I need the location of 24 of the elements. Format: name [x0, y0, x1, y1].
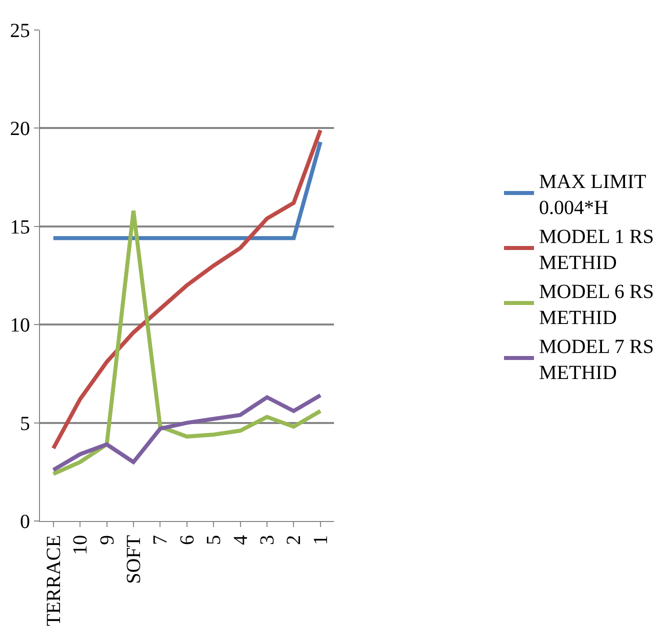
line-series [51, 128, 322, 450]
x-tick-label: 4 [230, 535, 252, 545]
x-tick-label: 9 [96, 535, 118, 545]
x-tick-label: 10 [70, 535, 92, 555]
legend-label: MODEL 6 RS METHID [539, 280, 654, 329]
x-tick-label: 2 [283, 535, 306, 545]
x-tick-label: 3 [256, 535, 278, 545]
y-tick-label: 20 [10, 118, 30, 140]
line-series [51, 208, 322, 476]
legend-label: MODEL 7 RS METHID [539, 336, 654, 384]
line-series [51, 393, 322, 472]
y-tick-label: 10 [10, 314, 30, 337]
x-tick-label: 6 [176, 535, 198, 545]
y-tick-label: 0 [20, 511, 30, 533]
y-tick-label: 15 [10, 216, 30, 238]
x-tick-label: 7 [150, 535, 172, 545]
x-tick-label: TERRACE [42, 535, 65, 626]
x-tick-label: SOFT [122, 535, 145, 584]
x-tick-label: 5 [203, 535, 226, 545]
y-tick-label: 5 [20, 412, 30, 435]
x-tick-label: 1 [310, 535, 332, 545]
y-tick-label: 25 [10, 20, 30, 42]
legend-label: MAX LIMIT 0.004*H [539, 170, 646, 219]
legend-label: MODEL 1 RS METHID [539, 226, 654, 274]
